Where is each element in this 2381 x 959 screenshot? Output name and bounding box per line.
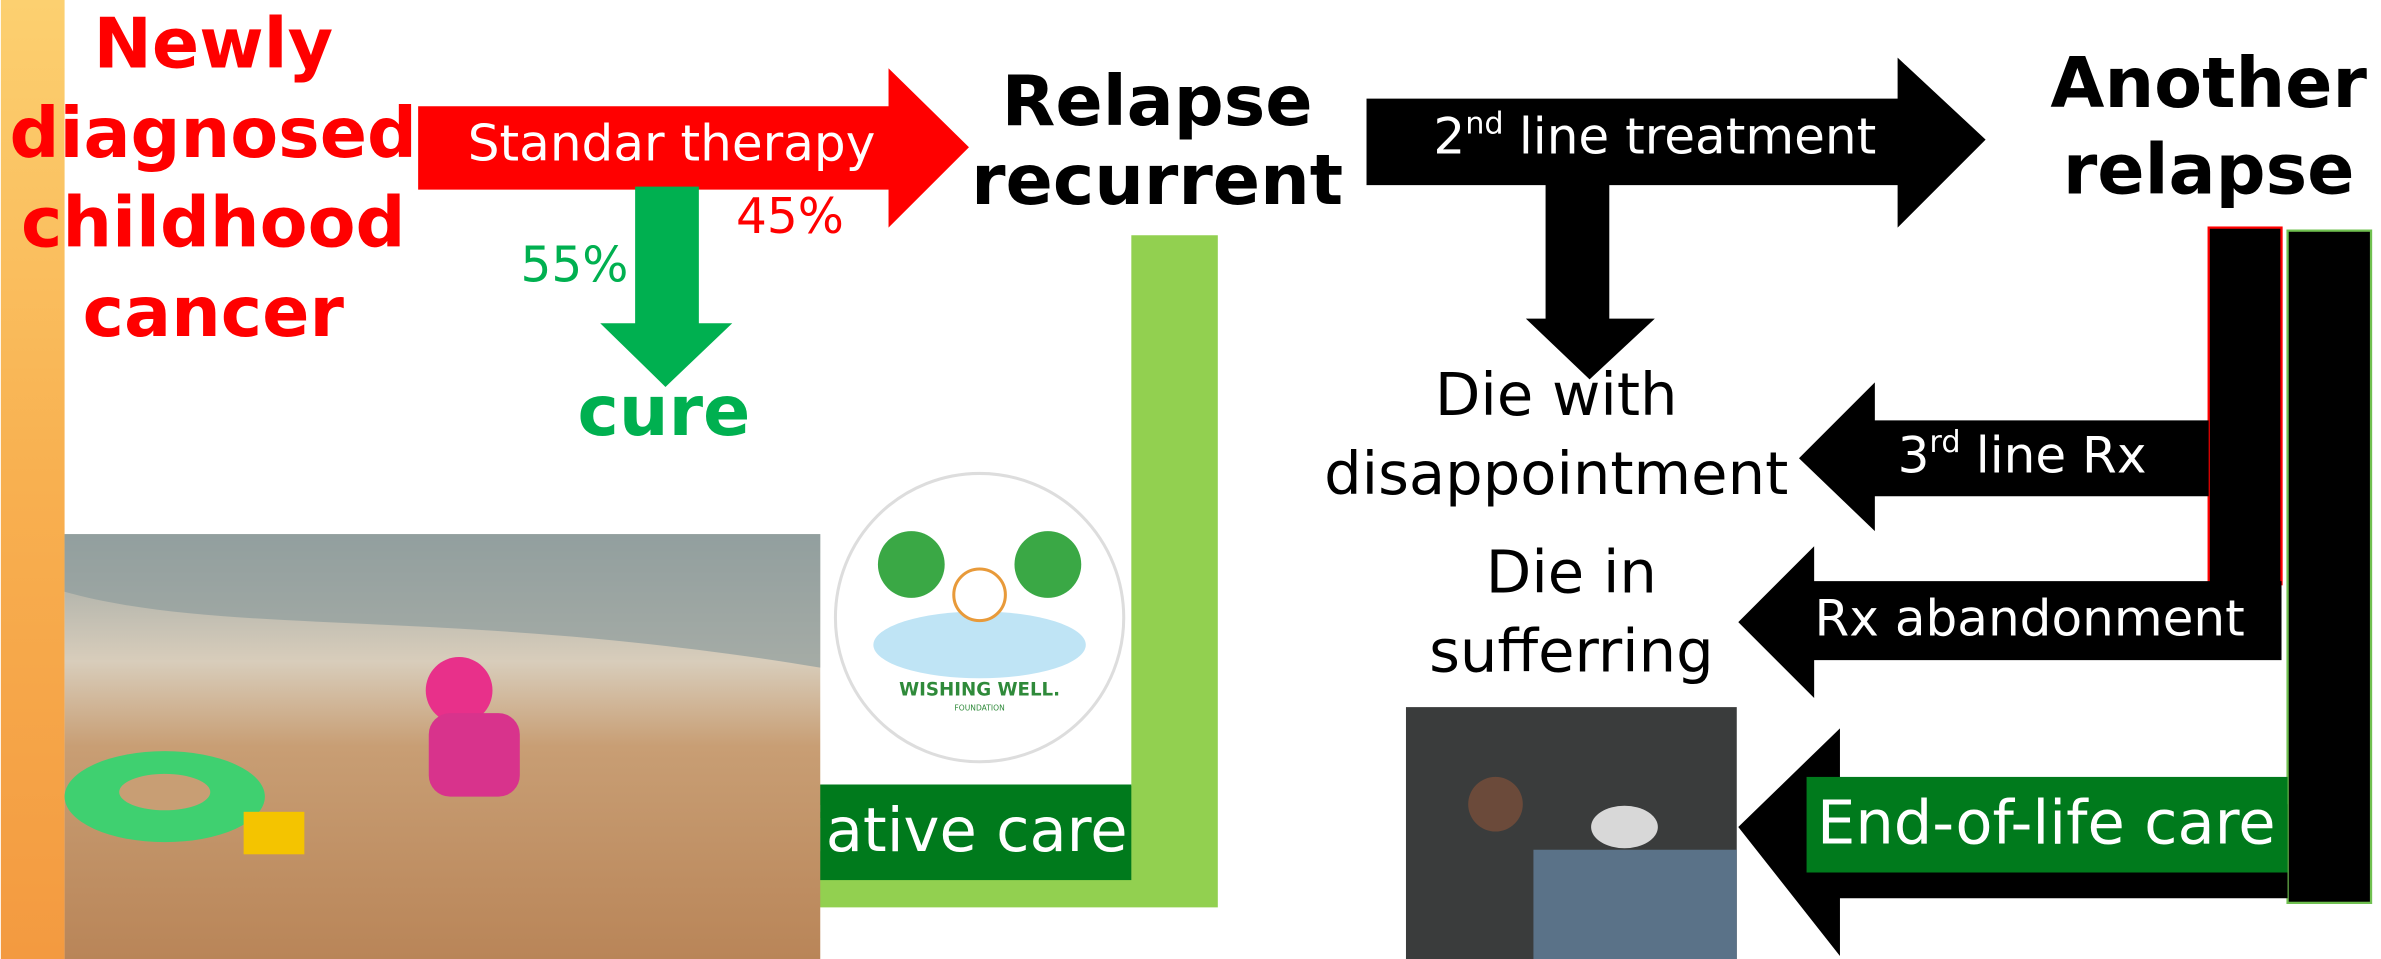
relapse-bar	[2209, 228, 2282, 585]
hospital-photo	[1406, 707, 1737, 959]
arrow-label: Standar therapy	[468, 115, 876, 173]
outcome-line: disappointment	[1324, 439, 1788, 508]
relapse-line: Relapse	[1002, 61, 1313, 142]
pillow	[1591, 806, 1658, 848]
second-line-arrow	[1367, 58, 1986, 380]
percent-label: 55%	[520, 238, 628, 294]
title-line: diagnosed	[10, 93, 417, 174]
arrow-label: Rx abandonment	[1815, 590, 2245, 648]
outcome-line: Die with	[1435, 360, 1678, 429]
parent	[1468, 777, 1523, 832]
page: Newly diagnosed childhood cancer Standar…	[0, 0, 2381, 959]
cure-label: cure	[578, 371, 751, 452]
logo-face	[954, 569, 1006, 621]
logo: WISHING WELL. FOUNDATION	[835, 473, 1123, 761]
label-text: line Rx	[1976, 426, 2147, 484]
float-hole	[119, 774, 210, 810]
percent-label: 45%	[736, 189, 844, 245]
another-relapse-line: relapse	[2063, 130, 2355, 211]
toy	[244, 812, 305, 854]
outcome-line: sufferring	[1429, 617, 1714, 686]
outcome-line: Die in	[1486, 538, 1657, 607]
ordinal-suffix: nd	[1465, 106, 1503, 141]
bed	[1533, 850, 1736, 959]
beach-photo	[65, 534, 821, 959]
logo-name: WISHING WELL.	[899, 679, 1060, 700]
title-line: cancer	[83, 272, 345, 353]
ordinal-suffix: rd	[1929, 425, 1960, 460]
logo-tree	[878, 531, 945, 598]
title-line: Newly	[93, 4, 333, 85]
another-relapse-line: Another	[2050, 43, 2367, 124]
ordinal: 3	[1898, 426, 1930, 484]
title-line: childhood	[21, 183, 405, 264]
relapse-bar	[2288, 231, 2371, 903]
relapse-line: recurrent	[971, 140, 1343, 221]
diagram: Newly diagnosed childhood cancer Standar…	[0, 0, 2381, 959]
title: Newly diagnosed childhood cancer	[10, 4, 417, 354]
arrow-label: End-of-life care	[1817, 789, 2276, 859]
logo-sub: FOUNDATION	[954, 704, 1004, 713]
label-text: line treatment	[1519, 107, 1876, 165]
child-body	[429, 713, 520, 796]
logo-tree	[1014, 531, 1081, 598]
ordinal: 2	[1433, 107, 1465, 165]
